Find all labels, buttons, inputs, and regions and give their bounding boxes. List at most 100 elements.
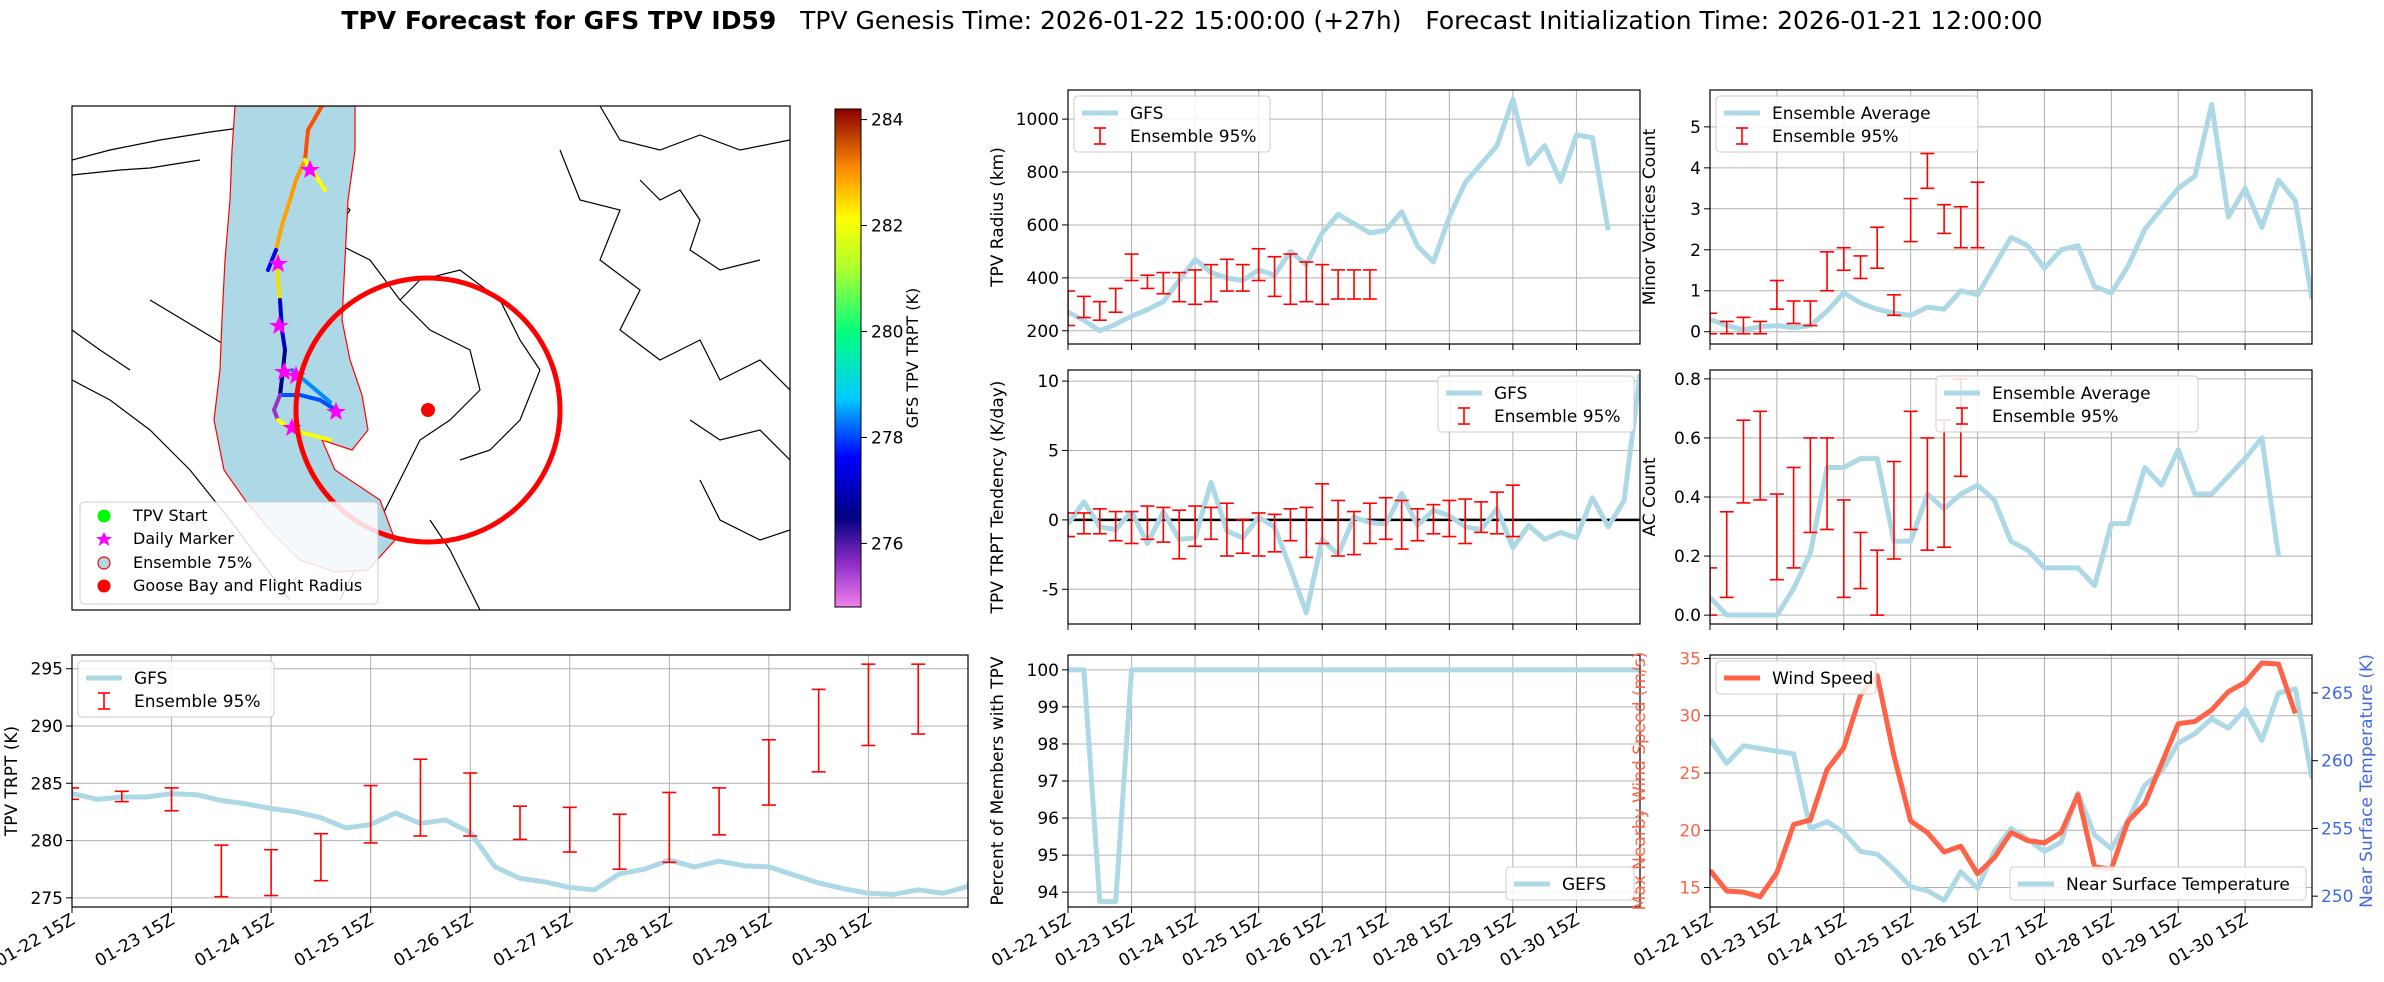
legend-label: Wind Speed <box>1772 669 1873 689</box>
ensemble-errorbar <box>1753 320 1768 335</box>
ensemble-errorbar <box>1124 253 1139 282</box>
y-tick-label: 20 <box>1679 821 1701 841</box>
y-tick-label: 275 <box>31 889 63 909</box>
ensemble-errorbar <box>1836 246 1851 272</box>
ensemble-errorbar <box>1108 510 1123 542</box>
x-tick-label: 01-26 15Z <box>390 910 476 971</box>
y-tick-label: 2 <box>1690 241 1701 261</box>
ensemble-errorbar <box>1953 205 1968 249</box>
y-tick-label: 5 <box>1048 442 1059 462</box>
ensemble-errorbar <box>1786 466 1801 569</box>
flight-radius-circle <box>293 275 563 545</box>
chart-legend: GFS Ensemble 95% <box>1437 375 1635 433</box>
chart-legend: Ensemble Average Ensemble 95% <box>1935 375 2199 433</box>
daily-marker <box>282 418 302 436</box>
ensemble-errorbar <box>1719 510 1734 599</box>
ensemble-errorbar <box>1769 279 1784 310</box>
trpt-line <box>72 791 968 897</box>
ensemble-errorbar <box>1092 507 1107 535</box>
legend-label: GFS <box>1130 104 1163 124</box>
ensemble-errorbar <box>562 806 577 853</box>
ensemble-errorbar <box>114 790 129 803</box>
ensemble-errorbar <box>1219 258 1234 292</box>
plot-marks <box>1068 96 1611 334</box>
ensemble-errorbar <box>911 663 926 735</box>
ensemble-errorbar <box>1458 498 1473 545</box>
legend-star-icon <box>96 532 112 546</box>
map-border <box>71 105 791 611</box>
ensemble-errorbar <box>264 848 279 897</box>
ensemble-errorbar <box>1820 437 1835 531</box>
ensemble-errorbar <box>1347 269 1361 300</box>
x-tick-label: 01-28 15Z <box>590 910 676 971</box>
ensemble-errorbar <box>363 784 378 844</box>
legend-label: Ensemble 95% <box>1494 407 1621 427</box>
chart-minorvort: 0 1 2 3 4 5 Minor Vortices Count Ensemble Avera… <box>1640 89 2313 350</box>
y-tick-label: 97 <box>1037 772 1059 792</box>
y-tick-label: 280 <box>31 832 63 852</box>
ensemble-errorbars <box>1068 483 1520 560</box>
ensemble-errorbar <box>1315 263 1330 306</box>
y-tick-label: 400 <box>1027 269 1059 289</box>
y-tick-label: 0 <box>1048 511 1059 531</box>
ensemble-errorbar <box>1172 271 1187 303</box>
y2-tick-label: 260 <box>2321 752 2353 772</box>
y-tick-label: 3 <box>1690 200 1701 220</box>
map-legend-label: Ensemble 75% <box>133 553 252 572</box>
ensemble-errorbar <box>1172 509 1187 560</box>
ensemble-errorbar <box>1937 203 1952 235</box>
ensemble-errorbar <box>1140 505 1155 541</box>
ensemble-errorbar <box>1803 300 1818 327</box>
ensemble-errorbar <box>1267 255 1282 298</box>
map-legend: TPV Start Daily Marker Ensemble 75% Goos… <box>79 501 379 605</box>
y-axis-label: TPV TRPT (K) <box>2 726 22 837</box>
ensemble-errorbar <box>1853 531 1868 590</box>
legend-label: Ensemble 95% <box>1992 407 2119 427</box>
ensemble-errorbar <box>1068 512 1075 538</box>
ensemble-errorbar <box>1442 499 1457 538</box>
ensemble-errorbar <box>861 663 876 747</box>
y-tick-label: -5 <box>1042 580 1059 600</box>
ensemble-errorbar <box>1204 263 1218 303</box>
ensemble-errorbar <box>612 813 627 871</box>
y-tick-label: 0.8 <box>1674 370 1701 390</box>
daily-marker <box>268 254 288 272</box>
plot-border <box>1709 89 2313 345</box>
ensemble-errorbars <box>1710 152 1985 335</box>
ensemble-errorbar <box>1076 295 1091 319</box>
ensemble-errorbar <box>1251 247 1266 282</box>
y-axis-label: Percent of Members with TPV <box>988 656 1008 905</box>
ensemble-errorbar <box>1283 507 1298 542</box>
colorbar-tick-label: 284 <box>871 111 903 131</box>
ensemble-errorbar <box>1347 510 1361 556</box>
ensemble-errorbar <box>1076 512 1091 535</box>
secondary-axis: 250 255 260 265 Near Surface Temperature (K) <box>2312 654 2377 908</box>
y-tick-label: 100 <box>1027 661 1059 681</box>
y-tick-label: 95 <box>1037 846 1059 866</box>
y-tick-label: 5 <box>1690 118 1701 138</box>
ensemble-errorbar <box>463 772 478 837</box>
colorbar-ticks: 276 278 280 282 284 <box>861 111 903 554</box>
y-tick-label: 0 <box>1690 323 1701 343</box>
ensemble-errorbar <box>1092 300 1107 321</box>
chart-trpt: 275 280 285 290 295 01-22 15Z 01-23 15Z 01-24 1… <box>0 654 969 971</box>
daily-marker <box>269 316 289 334</box>
colorbar-gradient <box>834 108 862 608</box>
chart-legend: Ensemble Average Ensemble 95% <box>1715 95 1979 153</box>
y-axis-label: Max Nearby Wind Speed (m/s) <box>1630 652 1650 911</box>
ensemble-errorbar <box>1710 312 1717 335</box>
y-tick-label: 0.6 <box>1674 429 1701 449</box>
y-tick-label: 295 <box>31 660 63 680</box>
y-tick-label: 0.2 <box>1674 547 1701 567</box>
map-legend-label: Goose Bay and Flight Radius <box>133 576 362 595</box>
ensemble-errorbar <box>761 738 776 806</box>
y-tick-label: 98 <box>1037 735 1059 755</box>
legend-ensemble-icon <box>97 556 111 570</box>
daily-marker <box>300 160 320 178</box>
y2-tick-label: 250 <box>2321 887 2353 907</box>
daily-marker <box>274 362 294 380</box>
ensemble-errorbar <box>1331 499 1346 557</box>
